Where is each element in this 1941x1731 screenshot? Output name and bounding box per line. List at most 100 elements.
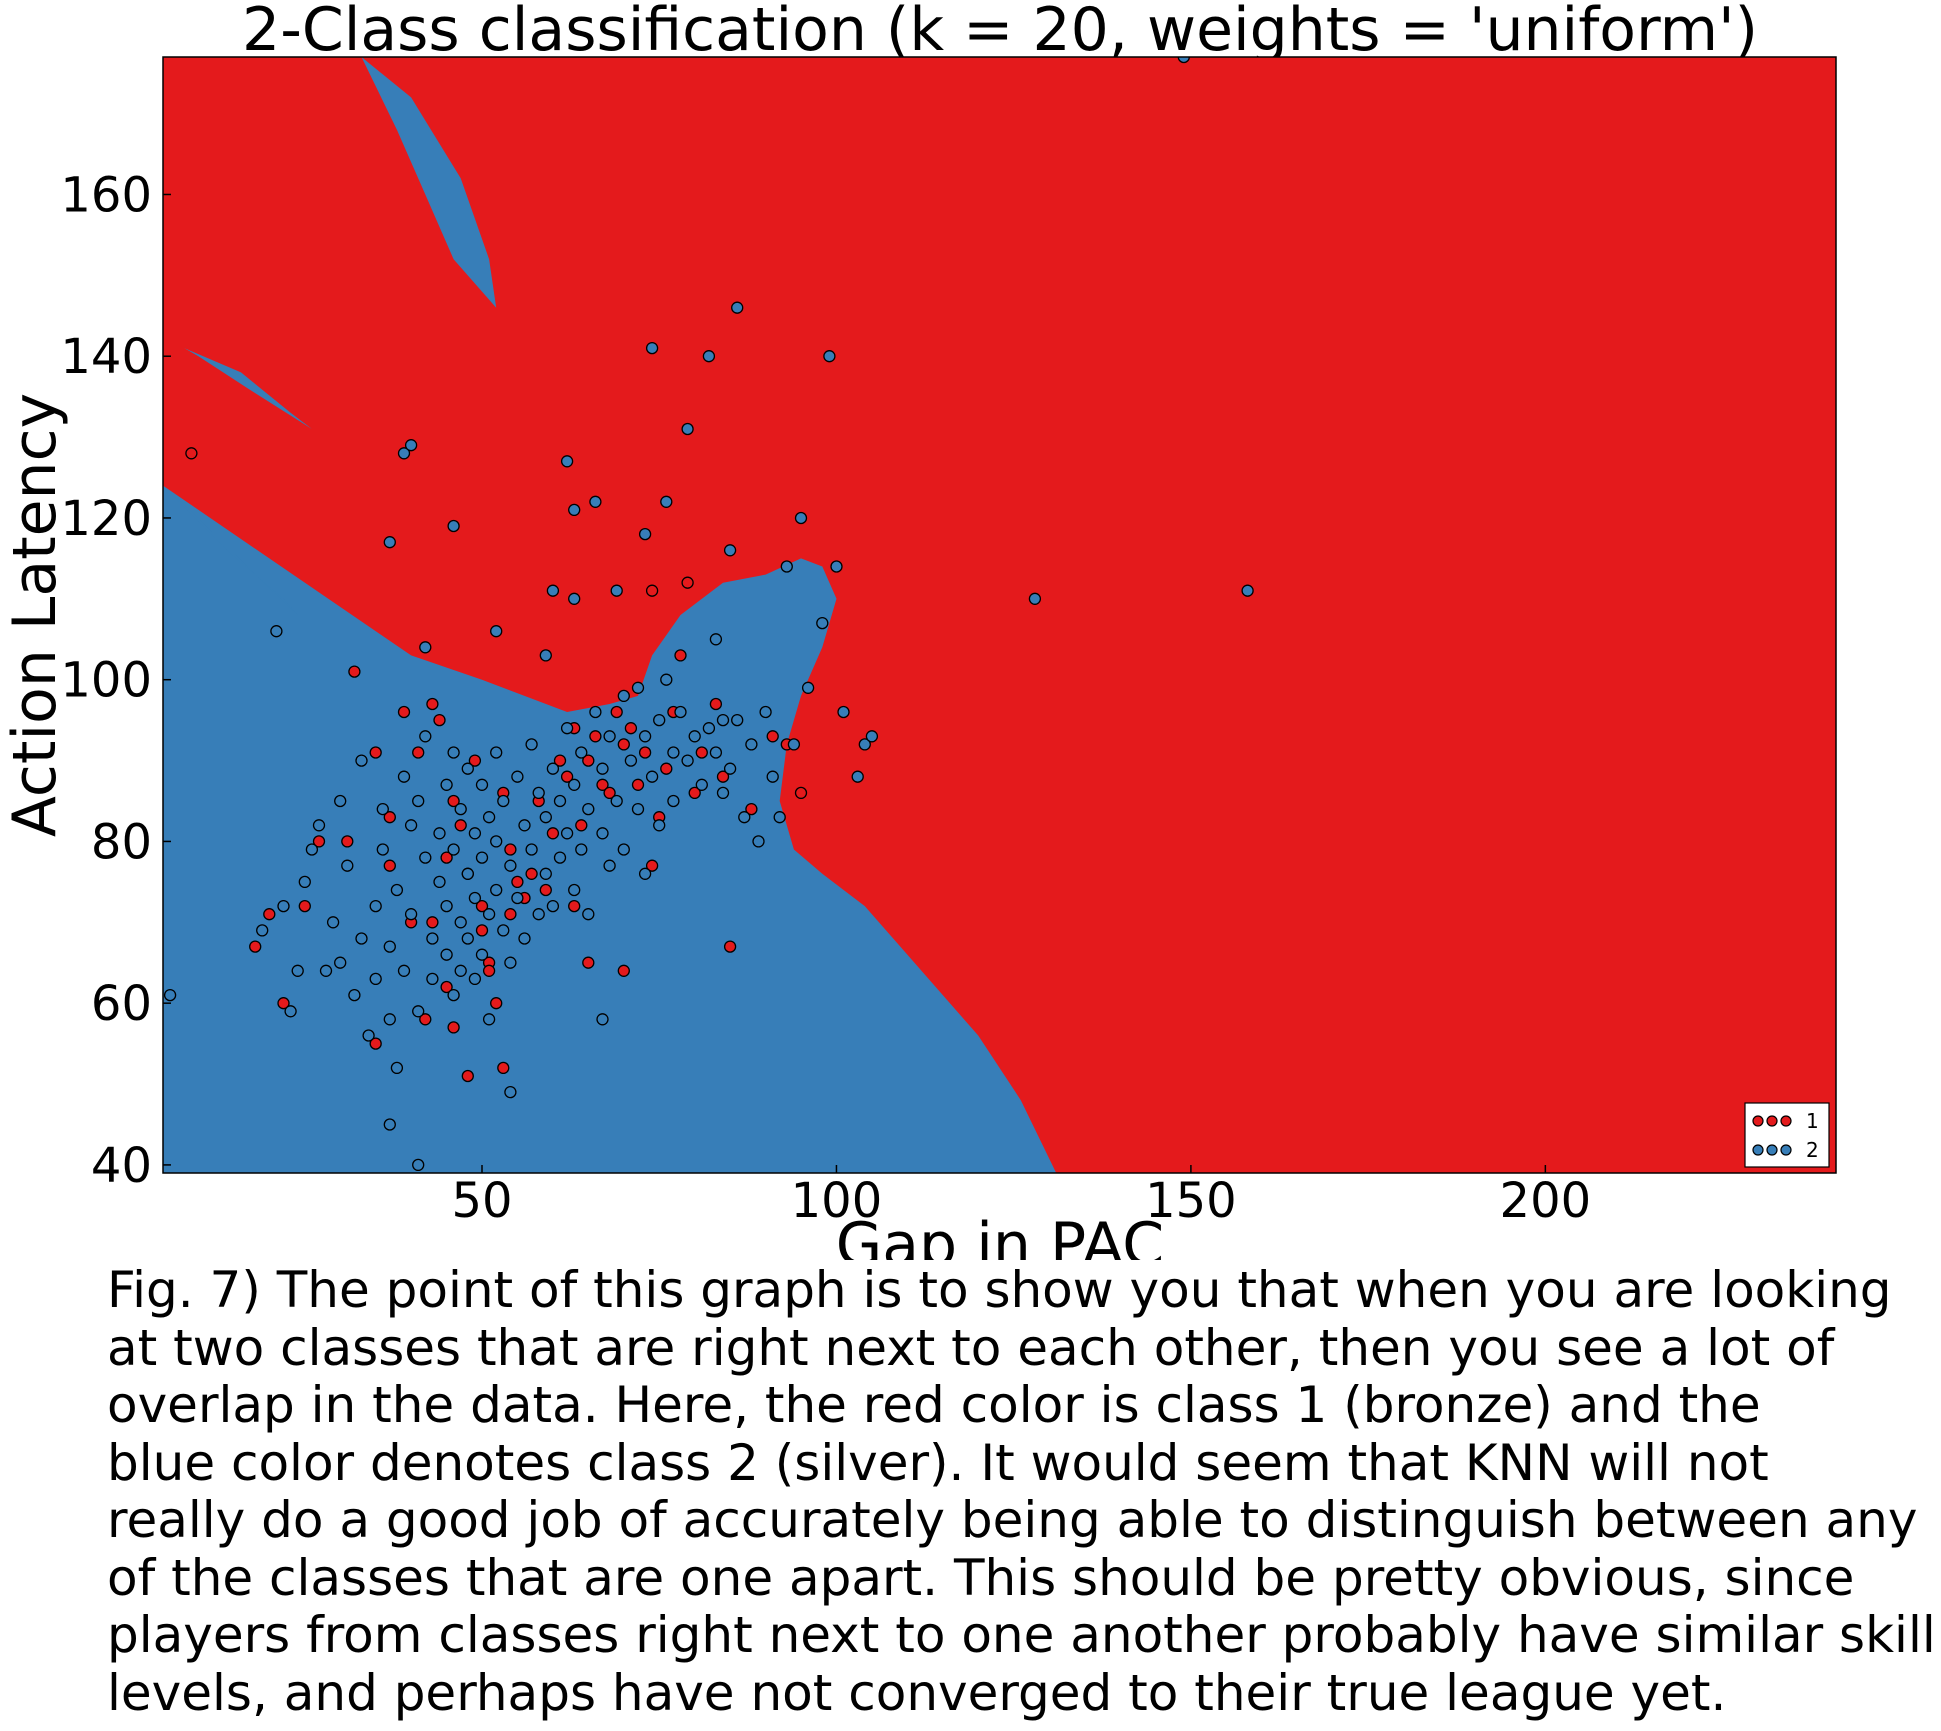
- y-tick-label: 40: [91, 1138, 152, 1194]
- data-point-class-2: [369, 899, 382, 913]
- data-point-class-1: [298, 899, 311, 913]
- data-point-class-2: [787, 738, 801, 751]
- data-point-class-1: [383, 811, 396, 824]
- caption-line: levels, and perhaps have not converged t…: [107, 1663, 1727, 1722]
- data-point-class-1: [603, 786, 616, 800]
- data-point-class-1: [185, 447, 198, 460]
- data-point-class-2: [397, 770, 411, 783]
- data-point-class-1: [426, 697, 439, 711]
- data-point-class-2: [447, 519, 460, 533]
- data-point-class-2: [383, 1118, 396, 1131]
- data-point-class-2: [511, 770, 524, 783]
- data-point-class-1: [369, 746, 382, 759]
- data-point-class-2: [376, 843, 389, 856]
- data-point-class-2: [723, 544, 737, 557]
- data-point-class-2: [539, 867, 552, 880]
- class-2-region: [184, 348, 312, 429]
- data-point-class-2: [766, 770, 779, 783]
- data-point-class-2: [305, 843, 319, 856]
- data-point-class-2: [419, 641, 432, 654]
- class-2-region: [163, 485, 298, 615]
- data-point-class-2: [546, 899, 560, 913]
- data-point-class-1: [723, 940, 737, 953]
- data-point-class-1: [383, 859, 396, 872]
- data-point-class-2: [532, 786, 545, 800]
- data-point-class-2: [702, 722, 716, 735]
- data-point-class-2: [490, 835, 503, 848]
- data-point-class-2: [376, 802, 389, 816]
- data-point-class-2: [610, 794, 623, 808]
- data-point-class-2: [716, 713, 730, 727]
- data-point-class-1: [249, 940, 262, 953]
- data-point-class-2: [504, 859, 517, 872]
- data-point-class-1: [341, 835, 354, 848]
- data-point-class-2: [256, 924, 269, 937]
- data-point-class-2: [383, 536, 396, 549]
- data-point-class-2: [334, 956, 347, 969]
- data-point-class-1: [511, 875, 524, 889]
- data-point-class-1: [263, 908, 276, 921]
- data-point-class-1: [440, 851, 453, 864]
- data-point-class-1: [631, 778, 645, 791]
- data-point-class-2: [355, 754, 368, 767]
- data-point-class-1: [766, 730, 779, 743]
- data-point-class-1: [475, 924, 489, 937]
- legend-marker: [1766, 1144, 1778, 1156]
- data-point-class-2: [482, 811, 496, 824]
- data-point-class-1: [582, 956, 595, 969]
- data-point-class-2: [440, 778, 453, 791]
- data-point-class-2: [341, 859, 354, 872]
- data-point-class-1: [794, 786, 808, 800]
- data-point-class-2: [631, 802, 645, 816]
- caption-line: really do a good job of accurately being…: [107, 1491, 1918, 1549]
- data-point-class-2: [291, 964, 304, 977]
- data-point-class-1: [461, 1069, 474, 1083]
- y-tick-label: 80: [91, 814, 152, 870]
- figure-caption: Fig. 7) The point of this graph is to sh…: [107, 1261, 1937, 1722]
- data-point-class-2: [334, 794, 347, 808]
- x-tick-label: 200: [1500, 1173, 1592, 1229]
- y-tick-label: 120: [60, 491, 152, 547]
- caption-line: overlap in the data. Here, the red color…: [107, 1376, 1761, 1434]
- data-point-class-2: [419, 730, 432, 743]
- data-point-class-2: [816, 616, 829, 630]
- data-point-class-1: [695, 746, 708, 759]
- data-point-class-2: [780, 560, 793, 573]
- data-point-class-2: [412, 794, 425, 808]
- data-point-class-2: [511, 891, 524, 905]
- data-point-class-2: [433, 827, 446, 840]
- data-point-class-2: [773, 811, 786, 824]
- data-point-class-2: [404, 908, 418, 921]
- data-point-class-1: [482, 964, 496, 977]
- data-point-class-2: [270, 625, 283, 638]
- data-point-class-2: [284, 1005, 297, 1018]
- data-point-class-2: [539, 649, 552, 662]
- y-tick-label: 60: [91, 976, 152, 1032]
- data-point-class-2: [709, 633, 723, 646]
- data-point-class-2: [383, 1013, 396, 1026]
- caption-line: players from classes right next to one a…: [107, 1606, 1936, 1664]
- data-point-class-1: [560, 770, 574, 783]
- data-point-class-2: [560, 455, 574, 468]
- data-point-class-2: [461, 762, 474, 775]
- data-point-class-2: [447, 843, 460, 856]
- data-point-class-2: [1177, 57, 1190, 64]
- data-point-class-1: [419, 1013, 432, 1026]
- data-point-class-2: [610, 584, 623, 597]
- data-point-class-2: [752, 835, 765, 848]
- data-point-class-1: [624, 722, 638, 735]
- class-2-region: [361, 57, 497, 308]
- data-point-class-2: [589, 705, 602, 719]
- y-axis-label: Action Latency: [0, 393, 70, 837]
- data-point-class-2: [419, 851, 432, 864]
- data-point-class-2: [546, 584, 560, 597]
- data-point-class-2: [830, 560, 843, 573]
- data-point-class-2: [468, 827, 482, 840]
- data-point-class-1: [617, 964, 630, 977]
- data-point-class-1: [568, 899, 581, 913]
- data-point-class-2: [312, 819, 326, 832]
- data-point-class-2: [617, 843, 630, 856]
- data-point-class-1: [447, 1021, 460, 1034]
- data-point-class-1: [589, 730, 602, 743]
- caption-line: at two classes that are right next to ea…: [107, 1318, 1835, 1377]
